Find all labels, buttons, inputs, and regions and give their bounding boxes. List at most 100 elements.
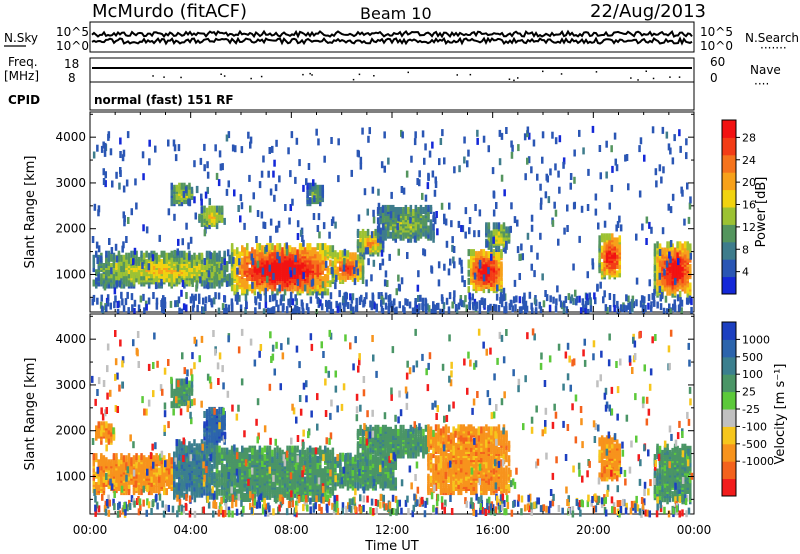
echo-cell — [558, 186, 561, 194]
colorbar-swatch — [722, 120, 736, 138]
echo-cell — [282, 294, 286, 302]
echo-cell — [258, 286, 262, 294]
echo-cell — [495, 257, 498, 265]
echo-cell — [387, 295, 391, 303]
echo-cell — [243, 267, 247, 275]
echo-cell — [326, 288, 330, 296]
echo-cell — [448, 202, 451, 210]
echo-cell — [188, 279, 191, 287]
echo-cell — [324, 247, 327, 255]
echo-cell — [337, 175, 340, 183]
echo-cell — [215, 252, 219, 260]
echo-cell — [190, 384, 194, 392]
echo-cell — [147, 252, 151, 260]
echo-cell — [651, 126, 655, 134]
echo-cell — [286, 253, 289, 261]
nave-dot — [180, 76, 182, 79]
echo-cell — [641, 304, 645, 312]
echo-cell — [230, 284, 234, 292]
echo-cell — [619, 304, 623, 312]
echo-cell — [384, 292, 388, 300]
echo-cell — [311, 188, 315, 196]
echo-cell — [148, 139, 151, 147]
echo-cell — [311, 269, 315, 277]
echo-cell — [202, 306, 206, 314]
echo-cell — [372, 259, 376, 267]
echo-cell — [220, 464, 224, 472]
echo-cell — [380, 161, 384, 169]
echo-cell — [261, 274, 264, 281]
echo-cell — [291, 286, 294, 294]
echo-cell — [314, 286, 317, 294]
echo-cell — [510, 300, 513, 308]
echo-cell — [458, 257, 462, 265]
echo-cell — [95, 277, 98, 285]
echo-cell — [210, 431, 214, 439]
echo-cell — [269, 235, 272, 243]
echo-cell — [586, 308, 590, 316]
echo-cell — [268, 449, 272, 457]
echo-cell — [685, 297, 689, 305]
echo-cell — [387, 157, 390, 165]
echo-cell — [239, 304, 243, 312]
echo-cell — [224, 303, 228, 311]
echo-cell — [268, 243, 272, 251]
noise-search-legend: ······· — [760, 41, 787, 55]
echo-cell — [190, 254, 194, 262]
echo-cell — [356, 239, 360, 247]
echo-cell — [184, 186, 188, 194]
echo-cell — [298, 251, 302, 259]
echo-cell — [574, 289, 577, 297]
echo-cell — [120, 453, 123, 461]
echo-cell — [307, 307, 310, 315]
echo-cell — [500, 300, 504, 308]
echo-cell — [225, 188, 229, 196]
echo-cell — [95, 471, 98, 479]
echo-cell — [112, 252, 116, 260]
echo-cell — [566, 204, 569, 212]
echo-cell — [203, 229, 207, 237]
echo-cell — [225, 466, 229, 474]
echo-cell — [487, 238, 491, 246]
echo-cell — [669, 147, 672, 155]
echo-cell — [215, 215, 219, 223]
echo-cell — [281, 259, 284, 267]
echo-cell — [374, 237, 377, 245]
echo-cell — [198, 443, 201, 451]
echo-cell — [416, 178, 419, 185]
echo-cell — [278, 280, 282, 288]
echo-cell — [220, 205, 224, 213]
echo-cell — [325, 299, 328, 307]
echo-cell — [421, 192, 424, 200]
echo-cell — [406, 252, 409, 259]
echo-cell — [316, 263, 320, 271]
echo-cell — [515, 295, 518, 303]
echo-cell — [220, 275, 224, 283]
echo-cell — [147, 469, 151, 477]
echo-cell — [476, 129, 479, 137]
echo-cell — [353, 278, 357, 286]
echo-cell — [241, 445, 244, 453]
echo-cell — [183, 492, 186, 500]
echo-cell — [680, 307, 683, 315]
echo-cell — [669, 206, 673, 214]
echo-cell — [178, 256, 181, 264]
echo-cell — [259, 293, 262, 301]
echo-cell — [142, 173, 145, 181]
echo-cell — [312, 213, 316, 220]
echo-cell — [220, 478, 224, 486]
echo-cell — [526, 157, 529, 165]
echo-cell — [110, 263, 113, 270]
echo-cell — [414, 213, 418, 221]
echo-cell — [314, 247, 317, 255]
echo-cell — [127, 217, 130, 224]
echo-cell — [668, 303, 671, 311]
echo-cell — [240, 202, 244, 210]
echo-cell — [200, 211, 204, 219]
echo-cell — [180, 289, 183, 297]
echo-cell — [353, 267, 356, 274]
echo-cell — [629, 308, 632, 316]
echo-cell — [236, 288, 239, 296]
echo-cell — [354, 252, 357, 260]
echo-cell — [387, 227, 390, 235]
